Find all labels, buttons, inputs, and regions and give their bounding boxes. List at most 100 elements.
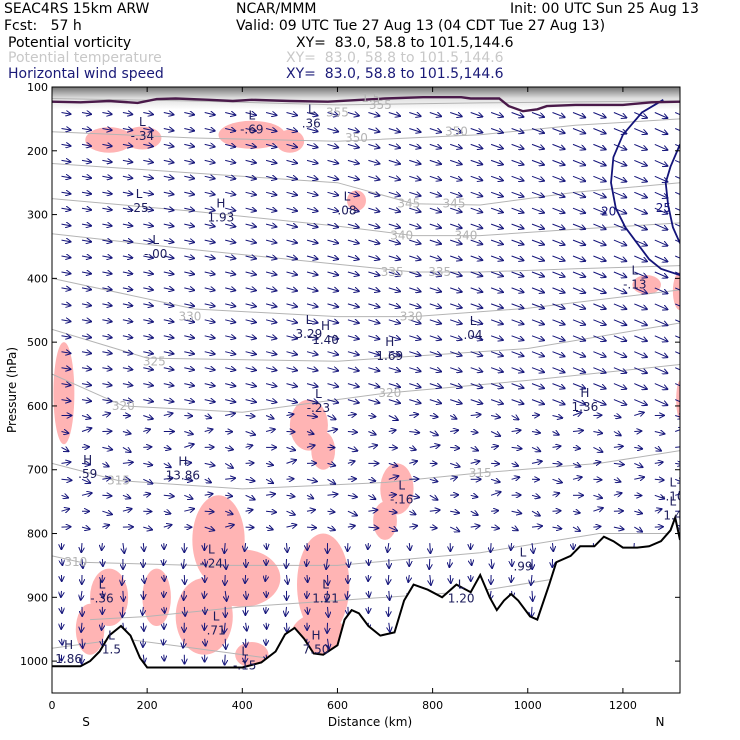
wind-vector [143,400,153,402]
wind-vector [61,144,71,146]
wind-vector [122,176,132,178]
wind-vector [470,175,483,180]
wind-vector [122,462,133,463]
wind-vector [409,176,420,180]
wind-vector [286,447,296,450]
wind-vector [490,112,503,117]
wind-vector [265,384,276,387]
wind-vector [531,432,540,433]
wind-vector [470,432,478,433]
wind-vector [450,400,462,404]
wind-vector [654,462,663,463]
wind-vector [675,416,680,418]
wind-vector [491,446,498,447]
wind-vector [450,430,458,431]
wind-vector [81,352,91,354]
wind-vector [511,367,524,372]
wind-vector [409,526,417,527]
wind-vector [62,638,63,645]
y-tick-label: 1000 [20,655,48,668]
pv-extreme-value: 1.86 [55,652,82,666]
wind-vector [163,525,172,527]
wind-vector [593,367,605,373]
wind-vector [102,413,110,415]
y-axis-label: Pressure (hPa) [5,347,19,433]
wind-vector [409,129,420,133]
wind-vector [450,272,462,276]
wind-vector [307,574,308,582]
wind-vector [552,463,562,464]
wind-vector [674,255,680,259]
wind-vector [61,384,71,386]
wind-vector [490,207,503,212]
wind-vector [143,144,153,146]
wind-vector [225,160,235,162]
wind-vector [347,288,359,291]
wind-vector [450,352,462,356]
wind-vector [450,208,462,212]
wind-vector [654,128,668,135]
wind-vector [490,303,503,308]
wind-vector [163,400,174,402]
wind-vector [613,175,626,181]
wind-vector [306,416,317,417]
wind-vector [122,320,132,322]
x-tick-label: 400 [232,699,253,712]
wind-vector [143,336,153,338]
wind-vector [184,113,194,115]
pv-extreme-type: L [308,102,315,116]
pv-extreme-value: 7.50 [303,643,330,657]
wind-vector [306,432,314,435]
x-tick-label: 600 [327,699,348,712]
wind-vector [674,351,680,355]
wind-vector [163,240,174,242]
x-tick-label: 1000 [514,699,542,712]
wind-vector [388,476,399,479]
wind-vector [286,272,298,275]
wind-vector [306,368,318,371]
theta-label: 340 [390,229,413,243]
wind-vector [265,400,276,403]
wind-vector [593,287,605,293]
pv-extreme-value: 1.40 [312,333,339,347]
wind-vector [634,143,647,149]
wind-vector [143,352,153,354]
wind-vector [634,223,647,229]
pv-extreme-value: .25 [130,201,149,215]
wind-vector [327,272,339,275]
wind-vector [613,223,626,229]
wind-vector [430,574,431,585]
wind-vector [204,400,215,402]
wind-vector [490,143,503,148]
wind-vector [143,208,153,210]
wind-vector [265,176,276,179]
wind-vector [490,335,503,340]
wind-vector [511,477,520,479]
wind-vector [531,112,544,118]
wind-vector [81,224,91,226]
wind-vector [327,113,339,116]
wind-vector [327,144,339,147]
wind-vector [327,590,328,601]
wind-vector [388,430,396,431]
theta-isentrope-330 [52,277,680,318]
wind-vector [61,160,71,162]
wind-vector [593,351,605,357]
wind-vector [654,432,665,434]
wind-vector [388,176,400,180]
wind-vector [81,384,91,386]
pv-extreme-type: L [152,233,159,247]
wind-vector [306,479,317,481]
wind-vector [122,432,131,434]
wind-vector [654,447,661,450]
field-pv-xy: XY= 83.0, 58.8 to 101.5,144.6 [296,35,514,51]
wind-vector [204,176,215,178]
wind-vector [143,479,152,483]
wind-vector [470,399,483,404]
pv-extreme-type: L [213,609,220,623]
wind-vector [552,367,565,373]
wind-vector [225,208,235,211]
wind-vector [205,558,206,566]
wind-vector [246,590,247,599]
theta-label: 355 [326,106,349,120]
